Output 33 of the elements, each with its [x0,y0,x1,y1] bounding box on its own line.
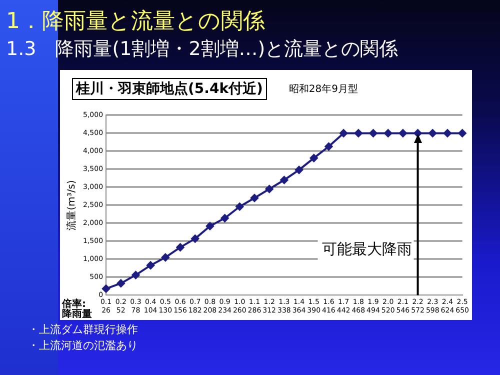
point [250,194,258,202]
point [414,129,422,138]
point [369,129,378,138]
point [161,253,170,262]
point [280,176,288,184]
point [398,129,407,138]
point [132,271,140,280]
point [295,166,304,174]
point [428,129,437,138]
point [146,261,155,270]
ref-line-label: 可能最大降雨 [322,240,412,258]
point [340,129,348,138]
point [176,243,184,252]
y-axis-title: 流量(m³/s) [66,180,78,230]
point [236,202,244,211]
chart-subtitle: 昭和28年9月型 [288,82,358,96]
point [384,129,392,138]
point [443,129,452,138]
chart-title: 桂川・羽束師地点(5.4k付近) [72,78,267,100]
point [102,284,110,293]
text: 降雨量 [62,308,92,320]
point [354,129,362,138]
point [310,154,318,162]
text: ・上流河道の氾濫あり [28,338,138,354]
point [220,214,229,222]
point [206,222,214,230]
text: ・上流ダム群現行操作 [28,322,138,338]
point [458,129,466,138]
point [265,185,274,193]
point [116,279,125,288]
text: 倍率: [61,298,86,310]
point [191,234,200,243]
point [324,142,333,151]
